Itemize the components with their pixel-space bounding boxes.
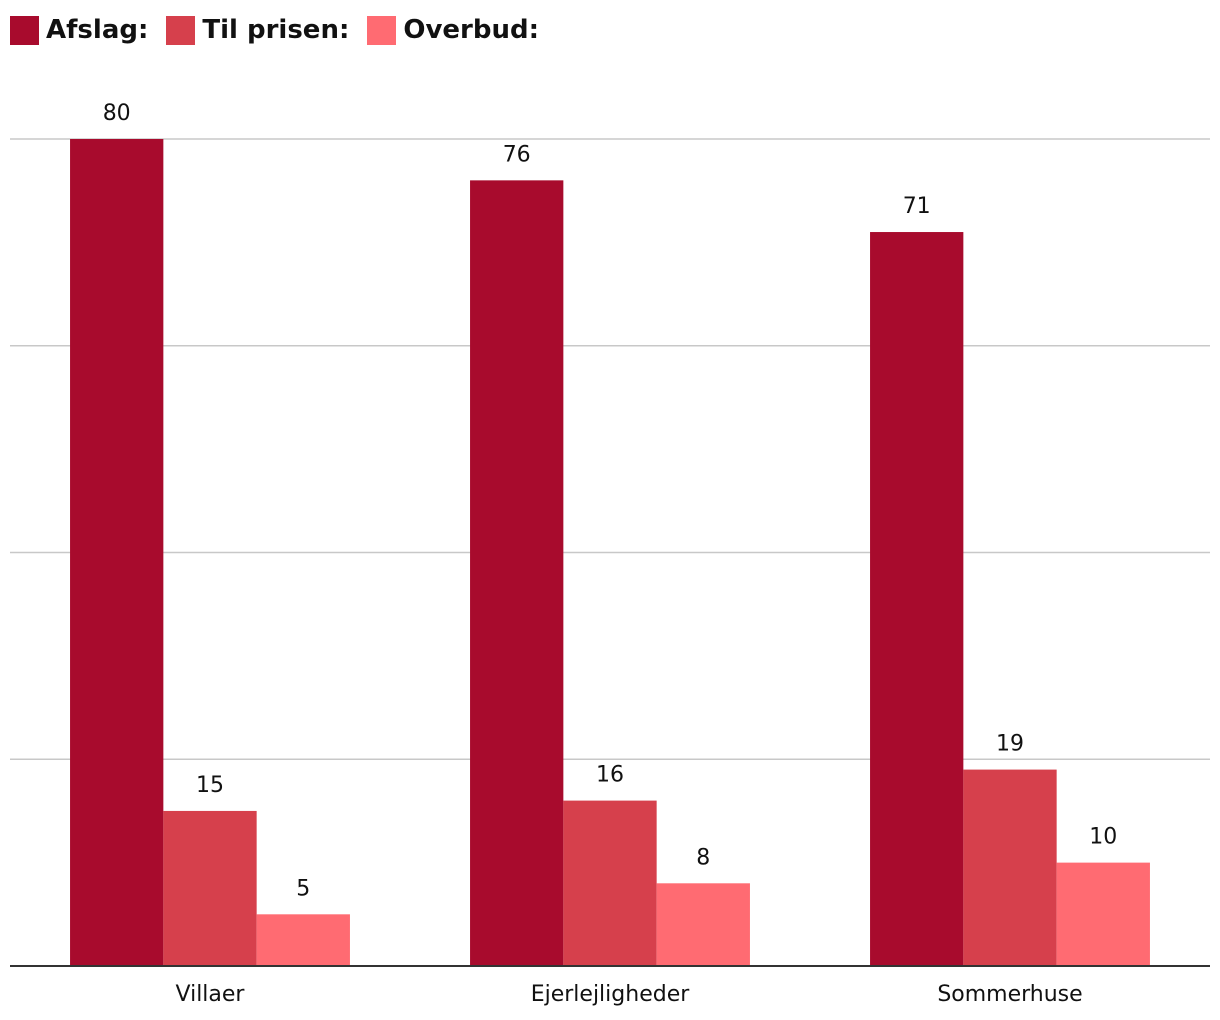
data-label: 76: [503, 142, 531, 167]
data-label: 10: [1089, 825, 1117, 850]
bar: [656, 883, 750, 966]
data-label: 16: [596, 763, 624, 788]
bar: [1056, 862, 1150, 966]
legend-swatch-til-prisen: [166, 15, 196, 45]
data-label: 5: [296, 876, 310, 901]
legend-label-afslag: Afslag:: [46, 15, 149, 45]
bar: [963, 769, 1057, 966]
legend-label-til-prisen: Til prisen:: [202, 15, 350, 45]
data-label: 71: [903, 194, 931, 219]
x-tick-label: Ejerlejligheder: [531, 982, 691, 1007]
legend-swatch-overbud: [367, 15, 397, 45]
legend-swatch-afslag: [10, 15, 39, 45]
legend-label-overbud: Overbud:: [403, 15, 539, 45]
x-tick-label: Sommerhuse: [937, 982, 1082, 1007]
bar: [563, 800, 657, 966]
bar: [256, 914, 350, 966]
data-label: 8: [696, 845, 710, 870]
x-tick-label: Villaer: [176, 982, 246, 1007]
bar: [870, 232, 964, 967]
data-label: 19: [996, 732, 1024, 757]
bar: [163, 810, 257, 966]
legend: Afslag: Til prisen: Overbud:: [10, 14, 557, 46]
data-label: 15: [196, 773, 224, 798]
bar: [70, 139, 164, 966]
legend-item-afslag: Afslag:: [10, 15, 148, 45]
legend-item-overbud: Overbud:: [367, 15, 539, 45]
bar: [470, 180, 564, 967]
legend-item-til-prisen: Til prisen:: [166, 15, 349, 45]
data-label: 80: [103, 101, 131, 126]
